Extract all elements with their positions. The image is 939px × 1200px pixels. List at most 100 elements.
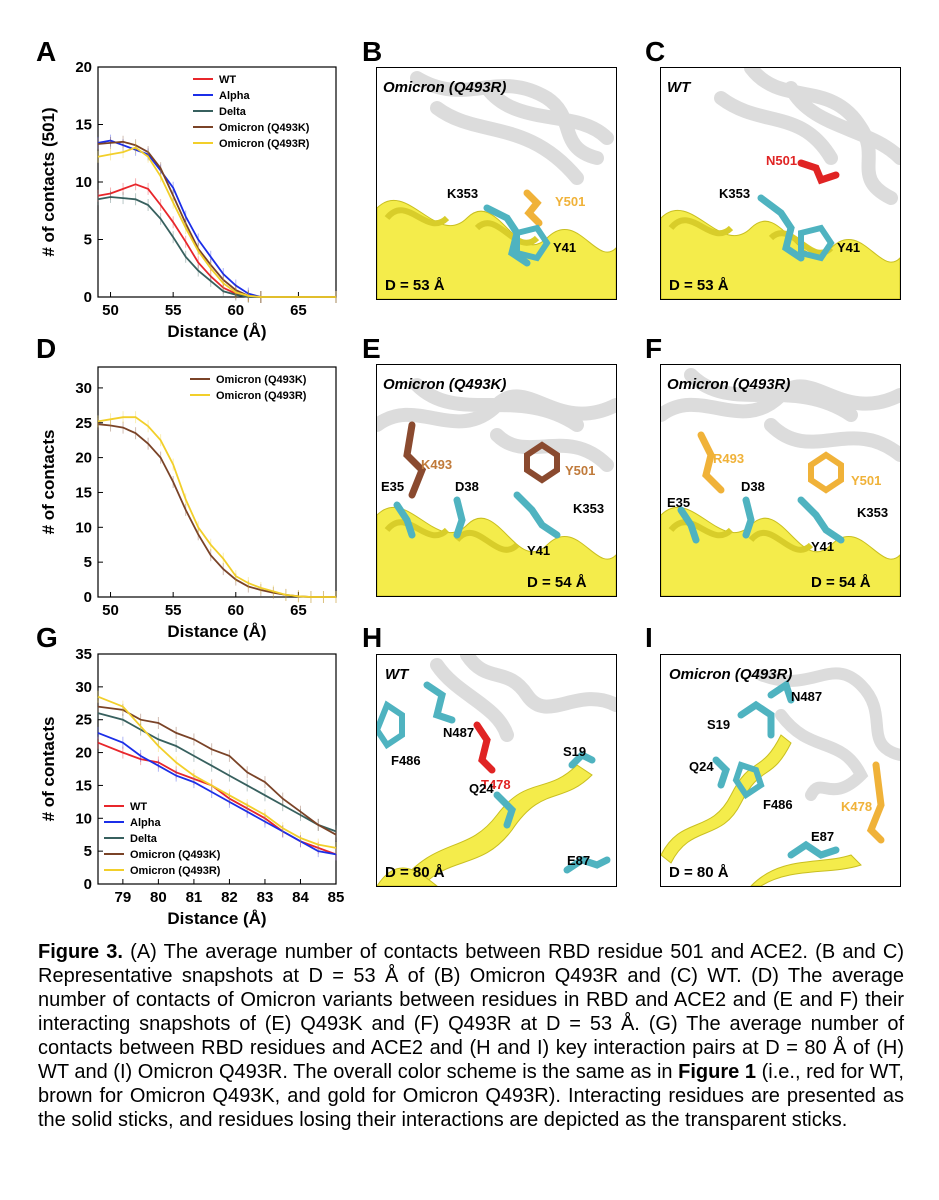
x-tick-label: 60	[227, 302, 244, 319]
y501-stick	[808, 451, 844, 494]
series-line	[97, 705, 337, 836]
residue-label: Y501	[555, 194, 585, 209]
x-axis-label: Distance (Å)	[167, 909, 266, 928]
panel-label-h: H	[362, 622, 383, 653]
panel-label-d: D	[36, 333, 57, 364]
x-axis-label: Distance (Å)	[167, 622, 266, 641]
chart-g: 79 80 81 82 83 84 85 0 5 10 15 20 25 30 35 Distance (Å)…	[39, 646, 344, 928]
q24-stick	[493, 791, 517, 829]
y-tick-label: 10	[75, 174, 92, 191]
series-line	[97, 416, 336, 598]
legend-entry: Alpha	[219, 90, 250, 102]
y-tick-label: 20	[75, 59, 92, 76]
legend-entry: Delta	[130, 833, 158, 845]
snapshot-c: WT N501 K353 Y41 D = 53 Å	[660, 67, 901, 300]
residue-label: T478	[481, 777, 511, 792]
caption-figure-label: Figure 3.	[38, 941, 123, 963]
x-tick-label: 82	[221, 889, 238, 906]
k353-stick	[797, 496, 845, 544]
x-axis-label: Distance (Å)	[167, 322, 266, 341]
snapshot-h-title: WT	[385, 666, 410, 683]
y-tick-label: 20	[75, 450, 92, 467]
panel-label-i: I	[645, 622, 653, 653]
snapshot-b-title: Omicron (Q493R)	[383, 79, 506, 96]
y-axis-label: # of contacts (501)	[39, 107, 58, 256]
rbd-ribbon	[714, 68, 900, 205]
q24-stick	[712, 756, 731, 789]
y-tick-label: 30	[75, 679, 92, 696]
residue-label: Y501	[565, 463, 595, 478]
e35-stick	[677, 506, 700, 544]
legend-entry: Omicron (Q493R)	[216, 390, 307, 402]
y-tick-label: 0	[84, 289, 92, 306]
residue-label: E87	[567, 853, 590, 868]
plot-frame	[97, 366, 337, 598]
snapshot-b: Omicron (Q493R) Y501 K353 Y41 D = 53 Å	[376, 67, 617, 300]
chart-d: 50 55 60 65 0 5 10 15 20 25 30 Distance (Å) # of con…	[39, 366, 337, 641]
residue-label: Q24	[469, 781, 494, 796]
e87-stick	[787, 840, 840, 859]
residue-label: D38	[455, 479, 479, 494]
x-tick-label: 55	[165, 302, 182, 319]
x-tick-label: 50	[102, 602, 119, 619]
rbd-ribbon	[755, 667, 900, 801]
series-line	[97, 732, 337, 856]
helix-ridge	[384, 207, 540, 246]
legend-entry: Alpha	[130, 817, 161, 829]
x-tick-label: 84	[292, 889, 309, 906]
residue-label: K353	[857, 505, 888, 520]
panel-label-b: B	[362, 36, 383, 67]
y-tick-label: 5	[84, 232, 92, 249]
y41-stick	[514, 224, 551, 262]
y-tick-label: 15	[75, 117, 92, 134]
panel-label-a: A	[36, 36, 57, 67]
y501-stick	[523, 189, 543, 227]
d38-stick	[453, 496, 466, 539]
y-axis-label: # of contacts	[39, 430, 58, 535]
helix-ridge	[384, 519, 520, 553]
y41-stick	[798, 224, 835, 262]
rbd-ribbon	[410, 71, 614, 185]
residue-label: E35	[381, 479, 404, 494]
residue-label: E87	[811, 829, 834, 844]
k353-stick	[757, 194, 805, 262]
residue-label: Y41	[553, 240, 576, 255]
n487-stick	[423, 681, 456, 724]
series-line	[97, 712, 337, 833]
legend-entry: Omicron (Q493K)	[130, 849, 221, 861]
y-axis-label: # of contacts	[39, 717, 58, 822]
residue-label: Q24	[689, 759, 714, 774]
y-tick-label: 25	[75, 712, 92, 729]
legend-entry: WT	[130, 801, 147, 813]
legend-entry: Omicron (Q493R)	[130, 865, 221, 877]
y-tick-label: 30	[75, 380, 92, 397]
residue-label: D38	[741, 479, 765, 494]
snapshot-f-title: Omicron (Q493R)	[667, 376, 790, 393]
snapshot-b-distance: D = 53 Å	[385, 277, 445, 294]
rbd-ribbon	[661, 368, 900, 462]
series-line	[97, 196, 336, 298]
series-line	[97, 146, 336, 298]
x-tick-label: 83	[257, 889, 274, 906]
y-tick-label: 10	[75, 519, 92, 536]
series-line	[97, 695, 337, 849]
snapshot-e-title: Omicron (Q493K)	[383, 376, 506, 393]
caption-text-after: (i.e., red for WT, brown for Omicron Q49…	[38, 1061, 904, 1131]
e35-stick	[393, 501, 416, 539]
r493-stick	[697, 431, 725, 494]
residue-label: K353	[719, 186, 750, 201]
x-tick-label: 80	[150, 889, 167, 906]
helix-ridge	[668, 519, 814, 553]
y-tick-label: 25	[75, 415, 92, 432]
legend-entry: Omicron (Q493K)	[219, 122, 310, 134]
d38-stick	[742, 496, 755, 539]
s19-stick	[568, 750, 596, 769]
t478-stick	[473, 721, 496, 774]
x-tick-label: 65	[290, 302, 307, 319]
legend-entry: Omicron (Q493R)	[219, 138, 310, 150]
residue-label: F486	[763, 797, 793, 812]
y-tick-label: 15	[75, 484, 92, 501]
n501-stick	[797, 159, 840, 185]
residue-label: N501	[766, 153, 797, 168]
residue-label: S19	[707, 717, 730, 732]
